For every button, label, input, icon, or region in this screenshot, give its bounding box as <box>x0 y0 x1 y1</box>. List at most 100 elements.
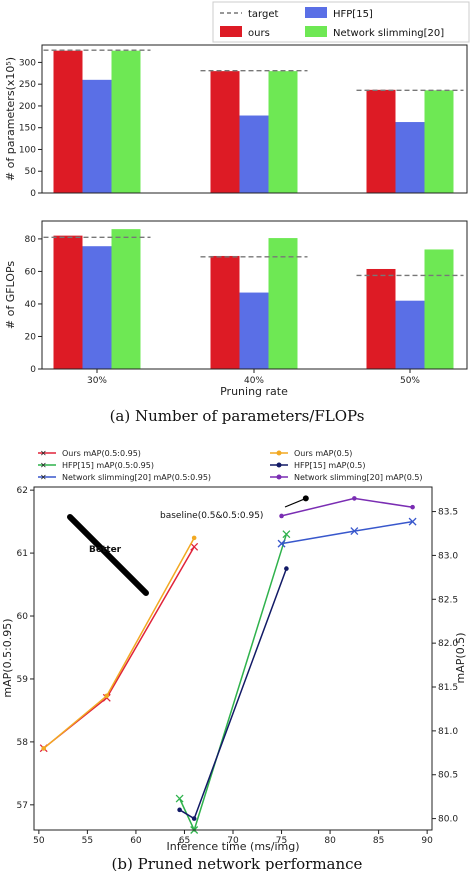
p3-ytick-label: 60 <box>17 612 29 622</box>
better-arrow-bar <box>67 514 149 596</box>
p1-bar-hfp-15--30pct <box>82 79 112 193</box>
series-point-network-slimming-20-map-0-5 <box>352 496 357 501</box>
baseline-label: baseline(0.5&0.5:0.95) <box>160 511 263 521</box>
p3-xtick-label: 70 <box>227 836 239 846</box>
series-line-hfp-15-map-0-5-0-95 <box>178 533 288 833</box>
p1-bar-hfp-15--40pct <box>239 115 269 193</box>
legend-left: ✕ Ours mAP(0.5:0.95) ✕ HFP[15] mAP(0.5:0… <box>38 449 211 482</box>
series-point-ours-map-0-5-0-95 <box>190 542 199 551</box>
gflops-y-label: # of GFLOPs <box>4 261 17 329</box>
p1-bar-network-slimming-20--30pct <box>111 50 141 193</box>
p2-bar-ours-40pct <box>210 255 240 369</box>
series-point-network-slimming-20-map-0-5-0-95 <box>350 527 359 536</box>
parameters-bar-chart: 0 50 100 150 200 250 300 # of parameters(x10⁵) <box>4 44 468 199</box>
p1-bar-ours-30pct <box>53 50 83 193</box>
legend-hfp-x-marker: ✕ <box>40 461 47 470</box>
series-line-network-slimming-20-map-0-5-0-95 <box>281 520 413 545</box>
legend-ours-label: ours <box>248 28 270 39</box>
better-annotation: Better <box>89 545 122 555</box>
p1-ytick-label: 0 <box>30 189 36 199</box>
legend-top: target HFP[15] ours Network slimming[20] <box>212 1 470 43</box>
p3-xtick-label: 65 <box>179 836 190 846</box>
p3-y2tick-label: 82.0 <box>438 639 458 649</box>
p3-y2tick-label: 80.0 <box>438 815 458 825</box>
legend-hfp-map5095: HFP[15] mAP(0.5:0.95) <box>62 461 154 470</box>
p2-ytick-label: 0 <box>30 365 36 375</box>
p2-ytick-label: 80 <box>25 235 37 245</box>
p1-bar-ours-40pct <box>210 71 240 193</box>
performance-line-chart: ✕ Ours mAP(0.5:0.95) ✕ HFP[15] mAP(0.5:0… <box>1 449 467 853</box>
legend-right: Ours mAP(0.5) HFP[15] mAP(0.5) Network s… <box>270 449 423 482</box>
series-point-ours-map-0-5 <box>191 535 197 541</box>
p3-xtick-label: 90 <box>421 836 433 846</box>
p1-ytick-label: 50 <box>25 167 37 177</box>
p3-y2tick-label: 82.5 <box>438 595 458 605</box>
p2-bar-hfp-15--40pct <box>239 292 269 369</box>
series-line-network-slimming-20-map-0-5 <box>281 497 413 517</box>
p3-y2tick-label: 80.5 <box>438 771 458 781</box>
p1-ytick-label: 250 <box>19 80 36 90</box>
baseline-point <box>302 495 309 502</box>
p3-ytick-label: 61 <box>17 549 28 559</box>
p2-xtick-label: 30% <box>87 376 107 386</box>
p3-xtick-label: 80 <box>324 836 336 846</box>
legend-ns-map05: Network slimming[20] mAP(0.5) <box>294 473 423 482</box>
p2-ytick-label: 60 <box>25 267 37 277</box>
p2-bar-ours-30pct <box>53 235 83 369</box>
p3-ytick-label: 62 <box>17 486 28 496</box>
p3-y2tick-label: 83.5 <box>438 508 458 518</box>
legend-ns-label: Network slimming[20] <box>333 28 444 39</box>
series-point-network-slimming-20-map-0-5-0-95 <box>408 517 417 526</box>
series-point-ours-map-0-5 <box>104 693 110 699</box>
p1-ytick-label: 150 <box>19 124 36 134</box>
p1-bar-hfp-15--50pct <box>395 122 425 193</box>
p1-ytick-label: 300 <box>19 58 36 68</box>
caption-b: (b) Pruned network performance <box>112 855 363 871</box>
p3-y2tick-label: 83.0 <box>438 551 458 561</box>
p2-xtick-label: 50% <box>400 376 420 386</box>
series-point-network-slimming-20-map-0-5 <box>410 504 415 510</box>
legend-ns-swatch <box>305 26 327 37</box>
map5095-y-label: mAP(0.5:0.95) <box>1 618 14 697</box>
p2-bar-hfp-15--50pct <box>395 300 425 369</box>
series-point-hfp-15-map-0-5 <box>284 566 289 571</box>
p1-ytick-label: 200 <box>19 102 36 112</box>
series-point-network-slimming-20-map-0-5 <box>279 513 284 519</box>
legend-hfp-map05: HFP[15] mAP(0.5) <box>294 461 365 470</box>
map05-y2-label: mAP(0.5) <box>454 633 467 684</box>
p2-bar-hfp-15--30pct <box>82 246 112 369</box>
legend-ours-x-marker: ✕ <box>40 449 47 458</box>
p2-xtick-label: 40% <box>244 376 264 386</box>
legend-ours-map05: Ours mAP(0.5) <box>294 449 352 458</box>
p1-ytick-label: 100 <box>19 145 36 155</box>
p2-ytick-label: 20 <box>25 332 37 342</box>
p3-xtick-label: 55 <box>82 836 93 846</box>
series-line-hfp-15-map-0-5 <box>179 568 288 820</box>
p2-bar-network-slimming-20--50pct <box>424 249 454 369</box>
p3-xtick-label: 85 <box>373 836 384 846</box>
performance-plot-frame <box>33 486 433 831</box>
p3-y2tick-label: 81.5 <box>438 683 458 693</box>
parameters-plot-frame <box>41 44 468 194</box>
legend-ours-map5095: Ours mAP(0.5:0.95) <box>62 449 141 458</box>
p1-bar-ours-50pct <box>366 89 396 193</box>
legend-ours-swatch <box>220 26 242 37</box>
p3-ytick-label: 57 <box>17 801 28 811</box>
legend-target-label: target <box>248 9 278 20</box>
p2-bar-ours-50pct <box>366 268 396 369</box>
baseline-pointer-line <box>284 497 307 508</box>
caption-a: (a) Number of parameters/FLOPs <box>110 407 365 425</box>
p3-ytick-label: 59 <box>17 675 29 685</box>
legend-hfp-label: HFP[15] <box>333 9 373 20</box>
series-point-ours-map-0-5 <box>41 746 47 751</box>
p2-ytick-label: 40 <box>25 300 37 310</box>
series-point-hfp-15-map-0-5-0-95 <box>282 530 291 539</box>
series-point-hfp-15-map-0-5 <box>191 816 197 821</box>
p2-bar-network-slimming-20--40pct <box>268 238 298 369</box>
series-point-hfp-15-map-0-5 <box>177 807 182 813</box>
legend-ns-x-marker: ✕ <box>40 473 47 482</box>
gflops-plot-frame <box>41 220 468 370</box>
series-point-hfp-15-map-0-5-0-95 <box>175 794 184 803</box>
p1-bar-network-slimming-20--40pct <box>268 71 298 193</box>
